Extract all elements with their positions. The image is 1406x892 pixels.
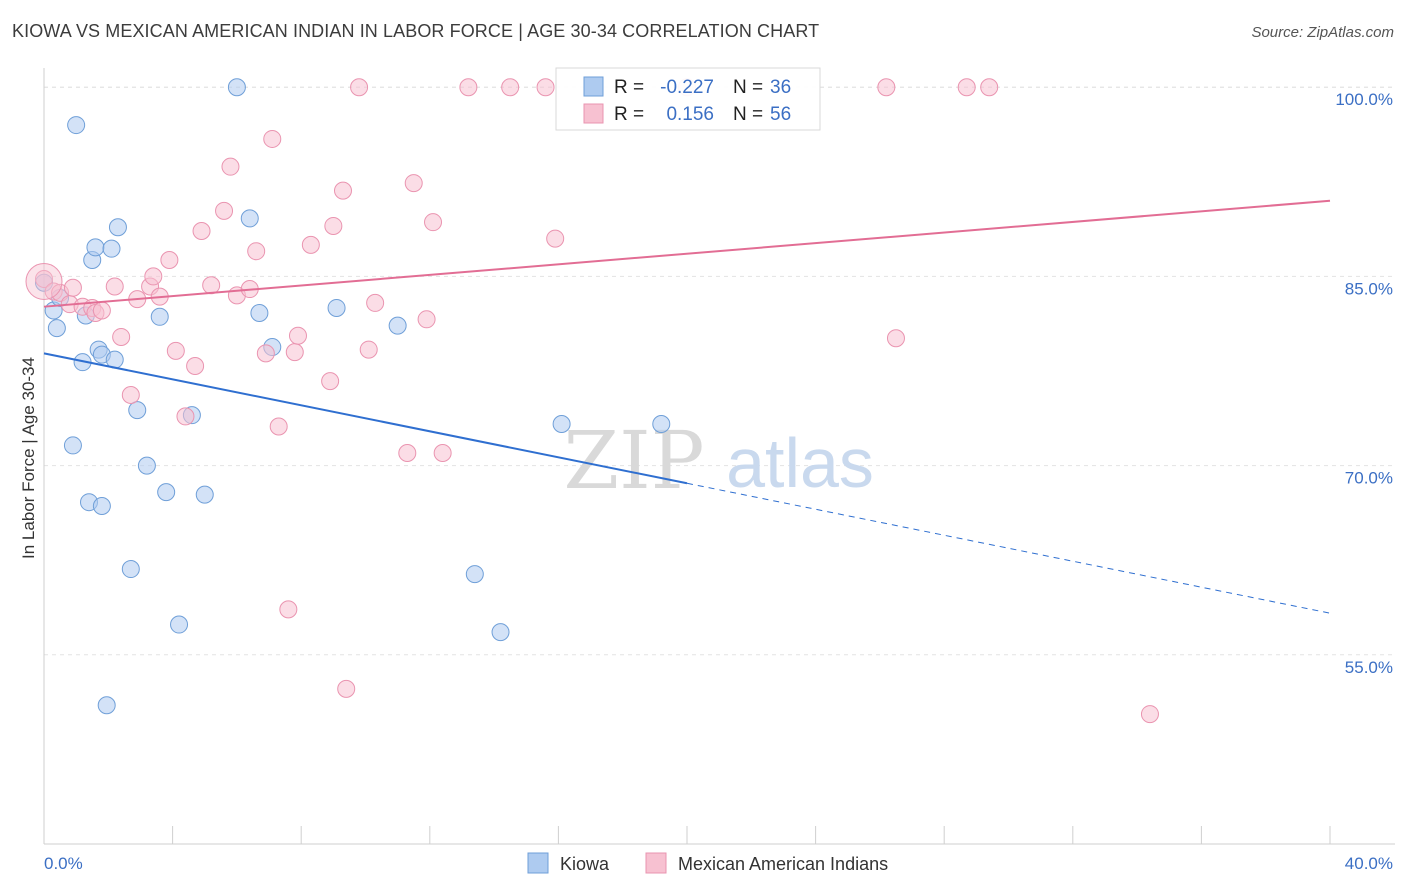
mexican-point-large [25, 262, 63, 300]
kiowa-trend-extension [686, 482, 1331, 614]
mexican-point [877, 78, 896, 97]
kiowa-point [47, 319, 66, 338]
mexican-point [398, 444, 417, 462]
mexican-point [215, 201, 234, 220]
mexican-point [288, 326, 307, 345]
kiowa-point [327, 298, 346, 317]
mexican-point [501, 78, 520, 97]
kiowa-point [250, 303, 269, 322]
mexican-point [980, 78, 999, 97]
mexican-point [333, 181, 352, 200]
kiowa-point [465, 565, 484, 584]
mexican-point [35, 269, 53, 288]
stats-n-label: N = [733, 104, 763, 125]
mexican-point [63, 278, 82, 297]
mexican-point [112, 327, 131, 346]
kiowa-point [388, 316, 407, 335]
mexican-point [366, 293, 385, 312]
stats-n-value: 56 [770, 104, 791, 125]
mexican-point [192, 222, 211, 241]
y-tick-label: 55.0% [1345, 658, 1393, 677]
mexican-point [247, 242, 266, 261]
kiowa-point [170, 615, 189, 634]
y-tick-label: 70.0% [1345, 469, 1393, 488]
mexican-point [269, 417, 288, 436]
mexican-point [417, 310, 436, 329]
kiowa-point [227, 78, 246, 97]
mexican-point [301, 235, 320, 254]
stats-r-value: -0.227 [660, 77, 714, 98]
legend-label-kiowa: Kiowa [560, 854, 610, 874]
mexican-point [404, 174, 423, 193]
mexican-point [957, 78, 976, 97]
watermark-atlas: atlas [726, 424, 874, 502]
x-tick-label: 40.0% [1345, 854, 1393, 873]
kiowa-point [491, 623, 510, 642]
mexican-point [546, 229, 565, 248]
kiowa-point [652, 414, 671, 433]
mexican-point [186, 356, 205, 375]
kiowa-point [552, 414, 571, 433]
kiowa-point [86, 238, 105, 257]
stats-r-label: R = [614, 104, 644, 125]
source-credit: Source: ZipAtlas.com [1251, 24, 1394, 41]
kiowa-point [157, 483, 176, 502]
mexican-point [350, 78, 369, 97]
stats-n-value: 36 [770, 77, 791, 98]
kiowa-point [150, 307, 169, 326]
kiowa-point [92, 496, 111, 515]
legend-swatch-kiowa [527, 852, 549, 874]
legend-swatch-mexican [645, 852, 667, 874]
kiowa-point [121, 560, 140, 579]
kiowa-point [108, 218, 127, 237]
kiowa-point [128, 401, 147, 420]
chart-title: KIOWA VS MEXICAN AMERICAN INDIAN IN LABO… [12, 21, 820, 41]
mexican-point [536, 78, 555, 97]
mexican-point [202, 276, 221, 295]
mexican-point [105, 277, 124, 296]
mexican-point [285, 343, 304, 362]
kiowa-point [67, 116, 86, 135]
kiowa-point [102, 239, 121, 258]
mexican-point [221, 157, 240, 176]
stats-r-label: R = [614, 77, 644, 98]
mexican-point [337, 679, 356, 698]
mexican-point [256, 344, 275, 363]
watermark-zip: ZIP [563, 414, 704, 507]
mexican-point [92, 301, 111, 320]
mexican-point [166, 341, 185, 360]
mexican-point [121, 385, 140, 404]
stats-swatch [583, 76, 604, 97]
kiowa-point [240, 209, 259, 228]
mexican-point [359, 340, 378, 359]
mexican-point [424, 213, 443, 232]
x-tick-label: 0.0% [44, 854, 83, 873]
stats-swatch [583, 103, 604, 124]
stats-n-label: N = [733, 77, 763, 98]
kiowa-point [137, 456, 156, 475]
kiowa-point [195, 485, 214, 504]
stats-r-value: 0.156 [666, 104, 714, 125]
legend-label-mexican: Mexican American Indians [678, 854, 888, 874]
mexican-point [433, 444, 452, 462]
mexican-point [279, 600, 298, 619]
y-axis-label: In Labor Force | Age 30-34 [19, 357, 38, 559]
kiowa-point [63, 436, 82, 455]
mexican-point [324, 216, 343, 235]
y-tick-label: 85.0% [1345, 279, 1393, 298]
y-tick-label: 100.0% [1335, 90, 1393, 109]
mexican-point [160, 251, 179, 270]
mexican-point [1140, 705, 1159, 724]
mexican-trend-line [43, 199, 1331, 308]
mexican-point [263, 129, 282, 148]
mexican-point [321, 372, 340, 391]
mexican-point [144, 267, 163, 286]
mexican-point [459, 78, 478, 97]
mexican-point [886, 329, 905, 348]
kiowa-point [97, 696, 116, 715]
kiowa-trend-line [43, 352, 688, 485]
mexican-point [176, 407, 195, 426]
